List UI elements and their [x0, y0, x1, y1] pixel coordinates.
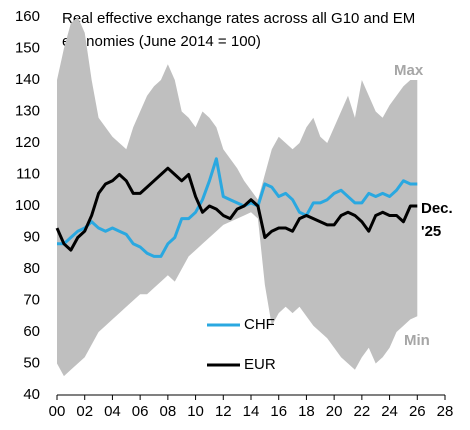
- legend-label: CHF: [244, 316, 275, 333]
- band-label: Min: [404, 332, 430, 349]
- x-tick-label: 26: [409, 403, 426, 420]
- chart-title: economies (June 2014 = 100): [62, 33, 261, 50]
- y-tick-label: 160: [15, 8, 40, 25]
- y-tick-label: 80: [23, 260, 40, 277]
- y-tick-label: 90: [23, 228, 40, 245]
- y-tick-label: 50: [23, 354, 40, 371]
- x-tick-label: 16: [270, 403, 287, 420]
- x-tick-label: 22: [354, 403, 371, 420]
- range-band: [57, 17, 418, 377]
- x-tick-label: 14: [243, 403, 260, 420]
- x-tick-label: 18: [298, 403, 315, 420]
- annotation: '25: [421, 223, 441, 240]
- x-tick-label: 08: [160, 403, 177, 420]
- y-tick-label: 130: [15, 102, 40, 119]
- series-line: [55, 166, 418, 252]
- band-label: Max: [394, 62, 424, 79]
- y-tick-label: 150: [15, 39, 40, 56]
- y-tick-label: 100: [15, 197, 40, 214]
- x-tick-label: 24: [381, 403, 398, 420]
- y-tick-label: 70: [23, 291, 40, 308]
- x-tick-label: 00: [49, 403, 66, 420]
- x-tick-label: 06: [132, 403, 149, 420]
- chart-title: Real effective exchange rates across all…: [62, 10, 415, 27]
- x-tick-label: 20: [326, 403, 343, 420]
- x-tick-label: 28: [437, 403, 454, 420]
- x-tick-label: 10: [187, 403, 204, 420]
- x-tick-label: 02: [76, 403, 93, 420]
- x-tick-label: 12: [215, 403, 232, 420]
- y-tick-label: 40: [23, 386, 40, 403]
- y-tick-label: 120: [15, 134, 40, 151]
- y-tick-label: 60: [23, 323, 40, 340]
- series-line: [57, 157, 418, 258]
- annotation: Dec.: [421, 200, 453, 217]
- y-tick-label: 140: [15, 71, 40, 88]
- y-tick-label: 110: [16, 165, 40, 182]
- x-tick-label: 04: [104, 403, 121, 420]
- legend-label: EUR: [244, 356, 276, 373]
